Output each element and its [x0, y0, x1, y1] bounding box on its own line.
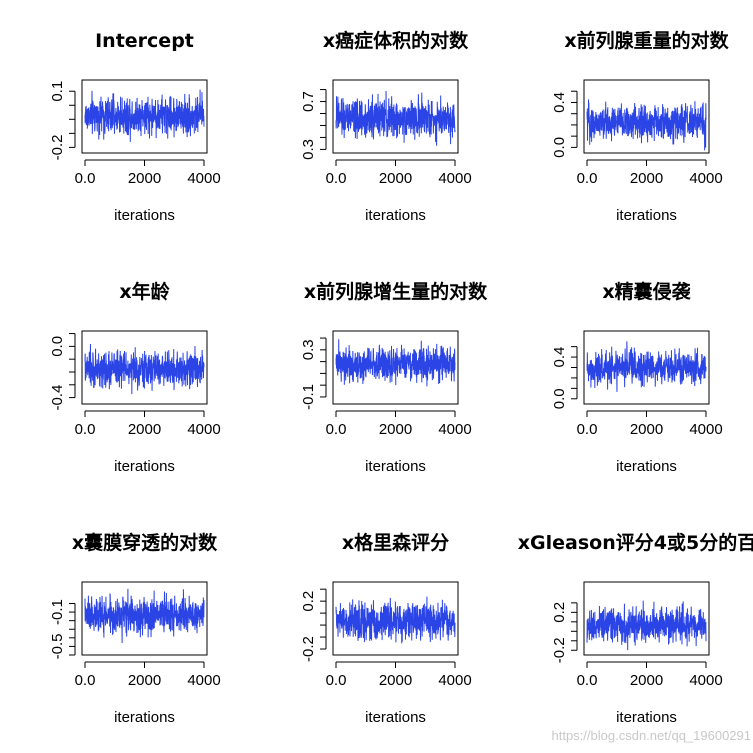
trace-line	[84, 89, 205, 142]
x-tick-label: 2000	[630, 170, 663, 187]
trace-panel: x癌症体积的对数 0.0 2000 4000 iterations 0.3 0.7	[300, 29, 472, 224]
panel-title: x格里森评分	[342, 531, 449, 554]
y-tick-label: -0.2	[49, 134, 66, 160]
plot-frame	[81, 581, 208, 656]
watermark-text: https://blog.csdn.net/qq_19600291	[552, 728, 752, 743]
plot-frame	[332, 79, 459, 154]
panel-title: x囊膜穿透的对数	[72, 531, 218, 554]
x-tick-label: 2000	[128, 421, 161, 438]
y-tick-label: 0.3	[300, 139, 317, 160]
x-axis-label: iterations	[616, 709, 677, 726]
panel-title: x前列腺重量的对数	[564, 29, 729, 52]
y-tick-label: -0.1	[49, 599, 66, 625]
trace-line	[586, 341, 707, 392]
plot-frame	[81, 330, 208, 405]
trace-line	[335, 339, 456, 387]
trace-line	[586, 600, 707, 651]
x-axis-label: iterations	[365, 458, 426, 475]
trace-line	[335, 596, 456, 644]
trace-line	[84, 343, 205, 395]
x-tick-label: 0.0	[326, 421, 347, 438]
x-tick-label: 4000	[438, 170, 471, 187]
trace-panel: x囊膜穿透的对数 0.0 2000 4000 iterations -0.5 -0.1	[49, 531, 221, 726]
plot-frame	[583, 581, 710, 656]
trace-panel: x格里森评分 0.0 2000 4000 iterations -0.2 0.2	[300, 531, 472, 726]
x-tick-label: 0.0	[326, 672, 347, 689]
y-tick-label: 0.3	[300, 339, 317, 360]
y-tick-label: -0.1	[300, 384, 317, 410]
y-tick-label: 0.7	[300, 91, 317, 112]
x-axis-label: iterations	[114, 207, 175, 224]
x-tick-label: 4000	[187, 421, 220, 438]
x-tick-label: 4000	[689, 672, 722, 689]
x-axis-label: iterations	[616, 207, 677, 224]
x-tick-label: 2000	[630, 672, 663, 689]
y-tick-label: 0.0	[49, 336, 66, 357]
plot-frame	[332, 581, 459, 656]
x-tick-label: 2000	[630, 421, 663, 438]
x-tick-label: 2000	[128, 672, 161, 689]
x-tick-label: 4000	[438, 421, 471, 438]
x-tick-label: 4000	[689, 421, 722, 438]
x-tick-label: 0.0	[577, 421, 598, 438]
plot-frame	[332, 330, 459, 405]
plot-frame	[583, 330, 710, 405]
x-tick-label: 0.0	[577, 672, 598, 689]
trace-line	[335, 90, 456, 146]
trace-panel: x前列腺重量的对数 0.0 2000 4000 iterations 0.0 0.4	[551, 29, 730, 224]
y-tick-label: -0.2	[551, 637, 568, 663]
y-tick-label: 0.2	[551, 602, 568, 623]
panel-title: xGleason评分4或5分的百分	[518, 531, 753, 554]
x-tick-label: 2000	[128, 170, 161, 187]
x-tick-label: 4000	[187, 170, 220, 187]
y-tick-label: 0.4	[551, 347, 568, 368]
trace-panel: Intercept 0.0 2000 4000 iterations -0.2 0.1	[49, 30, 221, 224]
x-tick-label: 4000	[187, 672, 220, 689]
x-axis-label: iterations	[114, 458, 175, 475]
trace-line	[84, 588, 205, 644]
x-axis-label: iterations	[114, 709, 175, 726]
plot-frame	[583, 79, 710, 154]
y-tick-label: -0.5	[49, 633, 66, 659]
x-axis-label: iterations	[616, 458, 677, 475]
x-tick-label: 2000	[379, 421, 412, 438]
y-tick-label: -0.2	[300, 636, 317, 662]
x-tick-label: 2000	[379, 170, 412, 187]
y-tick-label: 0.0	[551, 388, 568, 409]
panel-title: x前列腺增生量的对数	[304, 280, 488, 303]
x-tick-label: 4000	[438, 672, 471, 689]
y-tick-label: 0.2	[300, 591, 317, 612]
trace-panel: x精囊侵袭 0.0 2000 4000 iterations 0.0 0.4	[551, 280, 723, 475]
x-tick-label: 0.0	[577, 170, 598, 187]
y-tick-label: 0.0	[551, 137, 568, 158]
x-axis-label: iterations	[365, 207, 426, 224]
y-tick-label: 0.4	[551, 92, 568, 113]
plot-frame	[81, 79, 208, 154]
x-tick-label: 0.0	[326, 170, 347, 187]
panel-title: Intercept	[95, 30, 194, 52]
panel-title: x精囊侵袭	[602, 280, 691, 303]
x-tick-label: 2000	[379, 672, 412, 689]
y-tick-label: -0.4	[49, 385, 66, 411]
x-tick-label: 4000	[689, 170, 722, 187]
trace-line	[586, 99, 707, 151]
panel-title: x癌症体积的对数	[323, 29, 469, 52]
trace-panel: xGleason评分4或5分的百分 0.0 2000 4000 iterations -0…	[518, 531, 753, 726]
x-axis-label: iterations	[365, 709, 426, 726]
x-tick-label: 0.0	[75, 170, 96, 187]
trace-panel: x年龄 0.0 2000 4000 iterations -0.4 0.0	[49, 280, 221, 475]
trace-panel: x前列腺增生量的对数 0.0 2000 4000 iterations -0.1 0.3	[300, 280, 488, 475]
x-tick-label: 0.0	[75, 672, 96, 689]
panel-title: x年龄	[119, 280, 170, 303]
x-tick-label: 0.0	[75, 421, 96, 438]
y-tick-label: 0.1	[49, 81, 66, 102]
